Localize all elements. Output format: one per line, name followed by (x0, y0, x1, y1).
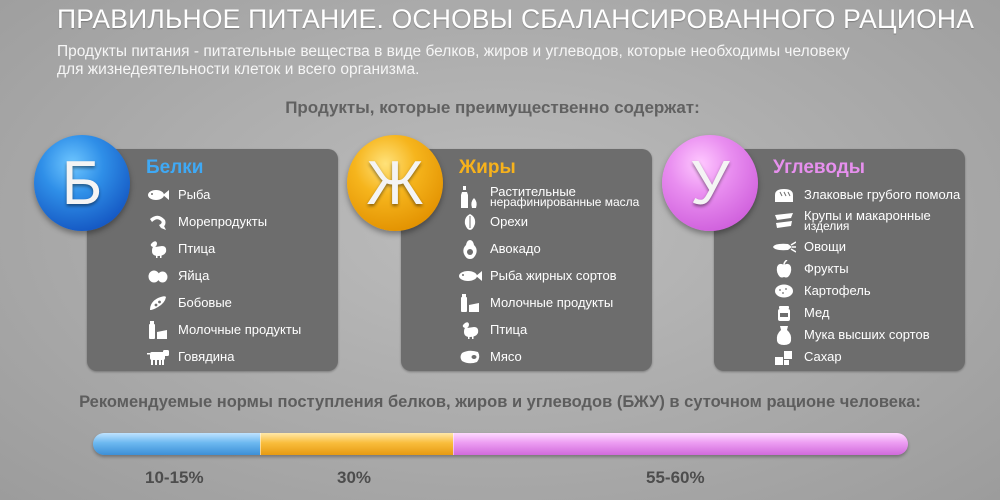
list-item: Молочные продукты (146, 321, 301, 339)
dairy-icon (146, 321, 170, 339)
pasta-icon (772, 212, 796, 230)
carb-ratio-label: 55-60% (646, 468, 705, 487)
list-item: Орехи (458, 213, 528, 231)
list-item: Авокадо (458, 240, 541, 259)
chicken-icon (458, 321, 482, 339)
page-title: ПРАВИЛЬНОЕ ПИТАНИЕ. ОСНОВЫ СБАЛАНСИРОВАН… (57, 4, 975, 34)
list-item: Мед (772, 304, 830, 322)
avocado-icon (458, 240, 482, 259)
ratio-heading: Рекомендуемые нормы поступления белков, … (79, 393, 921, 411)
list-item: Картофель (772, 282, 871, 300)
fat-ratio-label: 30% (337, 468, 372, 487)
eggs-icon (146, 267, 170, 285)
carb-title: Углеводы (773, 157, 865, 178)
protein-letter: Б (61, 148, 103, 218)
fat-title: Жиры (459, 157, 516, 178)
section-heading: Продукты, которые преимущественно содерж… (285, 98, 700, 117)
carb-letter-badge: У (662, 135, 758, 231)
ratio-bar (93, 433, 908, 455)
list-item: Рыба жирных сортов (458, 267, 617, 285)
nuts-icon (458, 213, 482, 231)
honey-icon (772, 304, 796, 322)
shrimp-icon (146, 213, 170, 231)
list-item: Растительные нерафинированные масла (458, 185, 639, 208)
list-item: Злаковые грубого помола (772, 186, 960, 204)
list-item: Говядина (146, 348, 234, 366)
protein-letter-badge: Б (34, 135, 130, 231)
flour-icon (772, 326, 796, 345)
subtitle-line-1: Продукты питания - питательные вещества … (57, 43, 850, 60)
page-subtitle: Продукты питания - питательные вещества … (57, 43, 977, 79)
apple-icon (772, 260, 796, 278)
list-item: Овощи (772, 238, 846, 256)
list-item: Мука высших сортов (772, 326, 930, 345)
list-item: Сахар (772, 348, 842, 366)
oil-bottle-icon (458, 186, 482, 208)
fish-icon (146, 186, 170, 204)
list-item: Птица (458, 321, 527, 339)
protein-title: Белки (146, 157, 204, 178)
list-item: Яйца (146, 267, 209, 285)
cow-icon (146, 348, 170, 366)
chicken-icon (146, 240, 170, 258)
carrot-icon (772, 238, 796, 256)
list-item: Морепродукты (146, 213, 267, 231)
carb-ratio-segment (453, 433, 908, 455)
list-item: Молочные продукты (458, 294, 613, 312)
list-item: Крупы и макаронные изделия (772, 209, 931, 232)
protein-ratio-label: 10-15% (145, 468, 204, 487)
list-item: Фрукты (772, 260, 849, 278)
list-item: Птица (146, 240, 215, 258)
bread-icon (772, 186, 796, 204)
fish-icon (458, 267, 482, 285)
sugar-icon (772, 348, 796, 366)
list-item: Мясо (458, 348, 522, 366)
fat-letter: Ж (366, 148, 424, 218)
protein-ratio-segment (93, 433, 260, 455)
meat-icon (458, 348, 482, 366)
beans-icon (146, 294, 170, 312)
carb-letter: У (690, 148, 730, 218)
dairy-icon (458, 294, 482, 312)
list-item: Рыба (146, 186, 210, 204)
subtitle-line-2: для жизнедеятельности клеток и всего орг… (57, 61, 420, 78)
potato-icon (772, 282, 796, 300)
fat-ratio-segment (259, 433, 454, 455)
list-item: Бобовые (146, 294, 232, 312)
fat-letter-badge: Ж (347, 135, 443, 231)
